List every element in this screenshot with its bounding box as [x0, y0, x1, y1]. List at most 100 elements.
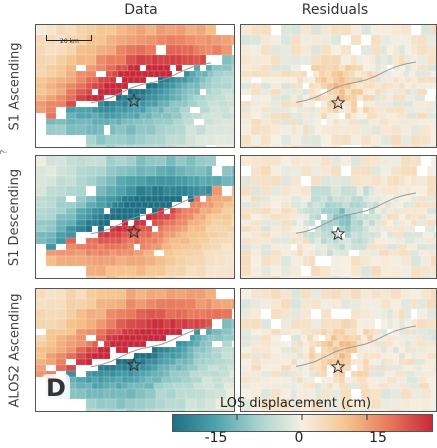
displacement-cell: [326, 76, 334, 84]
displacement-cell: [97, 219, 105, 227]
displacement-cell: [378, 118, 390, 126]
displacement-cell: [175, 265, 187, 277]
displacement-cell: [175, 346, 183, 354]
displacement-cell: [105, 318, 117, 330]
displacement-cell: [133, 370, 141, 378]
displacement-cell: [270, 195, 282, 203]
displacement-cell: [416, 195, 428, 203]
displacement-cell: [36, 94, 47, 102]
displacement-cell: [163, 54, 171, 66]
displacement-cell: [103, 100, 111, 108]
displacement-cell: [75, 382, 87, 390]
displacement-cell: [362, 370, 370, 378]
displacement-cell: [193, 88, 201, 96]
displacement-cell: [380, 25, 392, 36]
displacement-cell: [426, 243, 436, 251]
displacement-cell: [250, 340, 262, 348]
displacement-cell: [175, 185, 183, 197]
displacement-cell: [115, 243, 123, 251]
displacement-cell: [350, 298, 362, 310]
displacement-cell: [95, 328, 107, 336]
displacement-cell: [270, 82, 282, 90]
displacement-cell: [219, 370, 231, 378]
displacement-cell: [36, 34, 47, 46]
displacement-cell: [338, 219, 346, 227]
displacement-cell: [105, 54, 117, 66]
displacement-cell: [320, 225, 328, 233]
displacement-cell: [145, 106, 153, 114]
displacement-cell: [290, 275, 302, 278]
displacement-cell: [426, 318, 436, 330]
displacement-cell: [396, 243, 408, 251]
displacement-cell: [280, 195, 292, 203]
displacement-cell: [205, 275, 217, 278]
displacement-cell: [260, 364, 272, 372]
displacement-cell: [404, 352, 412, 360]
displacement-cell: [65, 346, 77, 354]
displacement-cell: [332, 352, 340, 360]
displacement-cell: [302, 370, 310, 378]
displacement-cell: [115, 64, 123, 72]
displacement-cell: [105, 398, 117, 410]
displacement-cell: [121, 231, 129, 239]
displacement-cell: [270, 54, 282, 66]
displacement-cell: [326, 82, 334, 90]
displacement-cell: [195, 255, 207, 267]
displacement-cell: [400, 289, 412, 300]
displacement-cell: [338, 64, 346, 72]
displacement-cell: [338, 195, 346, 203]
displacement-cell: [183, 249, 195, 257]
displacement-cell: [75, 76, 87, 84]
displacement-cell: [121, 213, 129, 221]
displacement-cell: [125, 255, 137, 267]
displacement-cell: [374, 328, 382, 336]
displacement-cell: [390, 289, 402, 300]
displacement-cell: [36, 289, 47, 300]
displacement-cell: [135, 54, 147, 66]
displacement-cell: [91, 213, 99, 221]
displacement-cell: [45, 70, 57, 78]
displacement-cell: [141, 201, 149, 209]
displacement-cell: [175, 318, 183, 330]
displacement-cell: [374, 64, 382, 72]
displacement-cell: [115, 289, 127, 300]
displacement-cell: [370, 398, 382, 410]
displacement-cell: [300, 54, 312, 66]
stray-mark: ?: [0, 149, 10, 155]
displacement-cell: [105, 275, 117, 278]
displacement-cell: [350, 308, 362, 320]
displacement-cell: [380, 134, 392, 146]
displacement-cell: [115, 175, 127, 187]
panel-s1-descending-data: [35, 155, 235, 279]
displacement-cell: [65, 64, 77, 72]
displacement-cell: [65, 328, 77, 336]
displacement-cell: [386, 44, 394, 56]
displacement-cell: [350, 185, 358, 197]
displacement-cell: [95, 275, 107, 278]
displacement-cell: [97, 255, 105, 267]
displacement-cell: [392, 88, 400, 96]
displacement-cell: [241, 207, 252, 215]
displacement-cell: [145, 34, 157, 46]
displacement-cell: [374, 225, 382, 233]
displacement-cell: [217, 100, 229, 108]
displacement-cell: [175, 195, 183, 203]
displacement-cell: [205, 265, 217, 277]
displacement-cell: [380, 165, 392, 177]
displacement-cell: [410, 265, 422, 277]
displacement-cell: [143, 118, 155, 126]
displacement-cell: [85, 64, 97, 72]
displacement-cell: [296, 249, 304, 257]
displacement-cell: [410, 185, 418, 197]
displacement-cell: [280, 34, 292, 46]
residual-map-s1-descending: [241, 156, 436, 278]
displacement-cell: [211, 346, 223, 354]
displacement-cell: [320, 265, 332, 277]
displacement-cell: [338, 376, 346, 384]
displacement-cell: [390, 156, 402, 167]
displacement-cell: [412, 231, 424, 239]
displacement-cell: [203, 382, 215, 390]
displacement-cell: [250, 144, 262, 147]
displacement-cell: [392, 364, 404, 372]
displacement-cell: [175, 328, 183, 336]
